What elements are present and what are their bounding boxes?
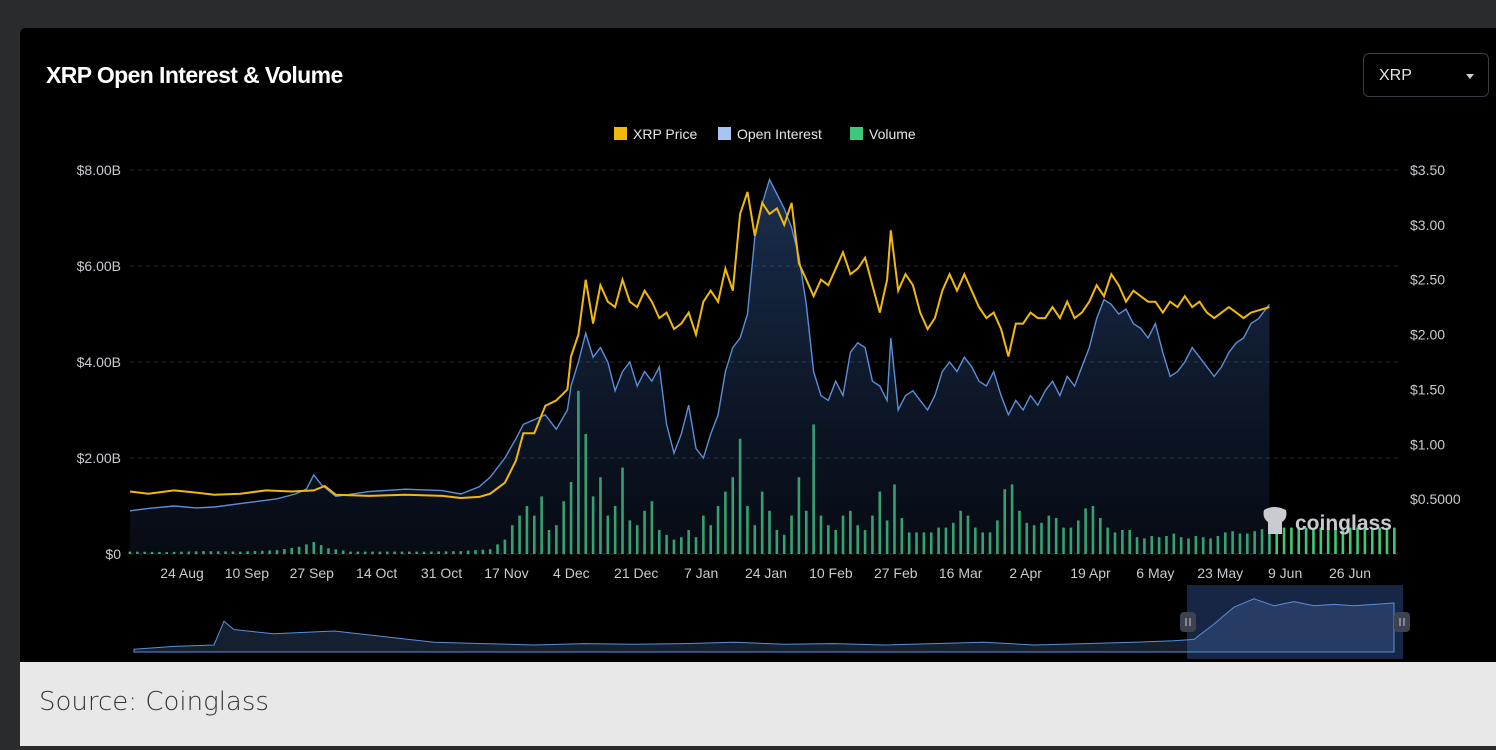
x-tick-label: 2 Apr [1009, 565, 1042, 581]
x-tick-label: 10 Sep [225, 565, 270, 581]
price-line [129, 191, 1270, 500]
x-tick-label: 23 May [1197, 565, 1243, 581]
x-tick-label: 7 Jan [684, 565, 718, 581]
x-tick-label: 26 Jun [1329, 565, 1371, 581]
x-tick-label: 16 Mar [939, 565, 983, 581]
volume-bar [1363, 527, 1367, 554]
chart-legend: XRP Price Open Interest Volume [614, 126, 916, 142]
volume-bar [1385, 527, 1389, 554]
volume-bar [1356, 527, 1359, 554]
y-right-tick-label: $0.5000 [1410, 491, 1461, 507]
volume-bar [1304, 527, 1308, 554]
volume-bar [1275, 527, 1279, 554]
y-right-tick-label: $2.00 [1410, 327, 1445, 343]
navigator-handle-left[interactable] [1180, 612, 1196, 632]
navigator-selected-range[interactable] [1187, 585, 1403, 659]
y-left-tick-label: $8.00B [77, 162, 121, 178]
y-axis-right: $0.5000 $1.00 $1.50 $2.00 $2.50 $3.00 $3.50 [1410, 162, 1461, 507]
x-tick-label: 24 Aug [160, 565, 204, 581]
x-tick-label: 17 Nov [484, 565, 528, 581]
volume-bar [1378, 527, 1381, 554]
source-caption: Source: Coinglass [20, 662, 1496, 746]
legend-swatch-price[interactable] [614, 127, 627, 140]
open-interest-series [129, 177, 1270, 554]
x-tick-label: 31 Oct [421, 565, 462, 581]
x-tick-label: 21 Dec [614, 565, 658, 581]
volume-bar [1326, 527, 1330, 554]
source-caption-text: Source: Coinglass [39, 687, 269, 717]
volume-bar [1341, 527, 1345, 554]
price-series [129, 191, 1270, 500]
volume-bar [1312, 527, 1315, 554]
y-right-tick-label: $2.50 [1410, 272, 1445, 288]
x-tick-label: 27 Feb [874, 565, 918, 581]
volume-bar [1290, 527, 1293, 554]
chart-title: XRP Open Interest & Volume [46, 62, 343, 88]
legend-label-open-interest[interactable]: Open Interest [737, 126, 822, 142]
volume-bar [1393, 527, 1396, 554]
coin-selector-value: XRP [1379, 67, 1412, 84]
watermark-text: coinglass [1295, 512, 1392, 535]
volume-bar [1348, 527, 1352, 554]
volume-bar [1297, 527, 1301, 554]
legend-swatch-volume[interactable] [850, 127, 863, 140]
x-tick-label: 27 Sep [290, 565, 335, 581]
y-left-tick-label: $6.00B [77, 258, 121, 274]
x-tick-label: 14 Oct [356, 565, 397, 581]
volume-bar [1282, 527, 1286, 554]
coin-selector[interactable]: XRP [1363, 53, 1489, 97]
chart-svg: XRP Price Open Interest Volume $0$2.00B$… [77, 126, 1461, 659]
y-right-tick-label: $1.00 [1410, 436, 1445, 452]
chevron-down-icon [1466, 74, 1474, 79]
y-right-tick-label: $1.50 [1410, 381, 1445, 397]
volume-bar [1334, 527, 1337, 554]
range-navigator[interactable] [133, 585, 1410, 659]
legend-label-price[interactable]: XRP Price [633, 126, 698, 142]
y-left-tick-label: $2.00B [77, 450, 121, 466]
x-tick-label: 24 Jan [745, 565, 787, 581]
y-right-tick-label: $3.00 [1410, 217, 1445, 233]
x-tick-label: 4 Dec [553, 565, 590, 581]
volume-bar [1370, 527, 1374, 554]
open-interest-area [130, 179, 1270, 554]
x-axis: 24 Aug 10 Sep 27 Sep 14 Oct 31 Oct 17 Nov 4 De… [160, 565, 1371, 581]
volume-bar [1319, 527, 1323, 554]
open-interest-line [129, 177, 1270, 512]
navigator-series [133, 598, 1395, 653]
x-tick-label: 9 Jun [1268, 565, 1302, 581]
x-tick-label: 19 Apr [1070, 565, 1111, 581]
y-right-tick-label: $3.50 [1410, 162, 1445, 178]
x-tick-label: 10 Feb [809, 565, 853, 581]
coinglass-logo-icon [1263, 507, 1287, 534]
y-left-tick-label: $4.00B [77, 354, 121, 370]
legend-label-volume[interactable]: Volume [869, 126, 916, 142]
y-left-tick-label: $0 [105, 546, 121, 562]
x-tick-label: 6 May [1136, 565, 1174, 581]
coinglass-watermark: coinglass [1263, 507, 1392, 535]
y-axis-left: $0 $2.00B $4.00B $6.00B $8.00B [77, 162, 122, 562]
navigator-handle-right[interactable] [1394, 612, 1410, 632]
legend-swatch-open-interest[interactable] [718, 127, 731, 140]
